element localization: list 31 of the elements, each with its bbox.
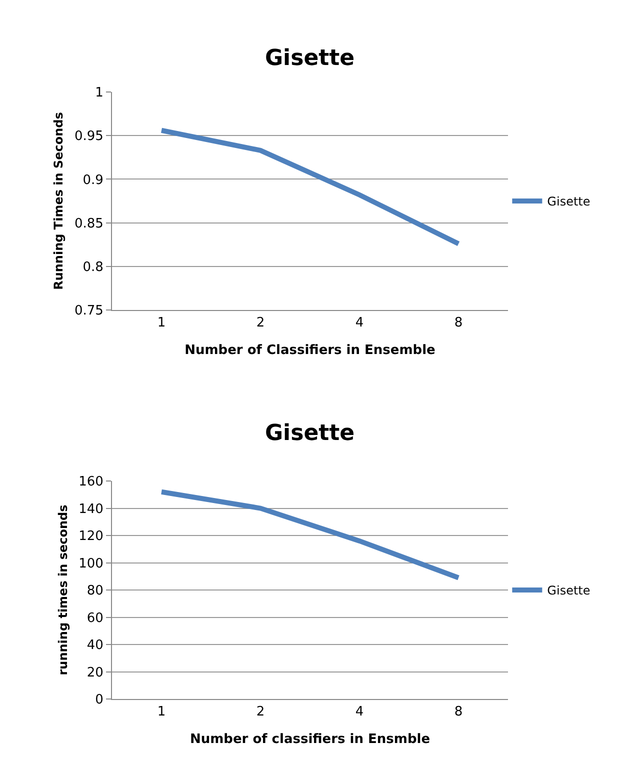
y-axis-title: running times in seconds	[56, 504, 70, 676]
y-tick-label: 0.75	[74, 304, 104, 319]
chart-title: Gisette	[265, 421, 355, 446]
x-tick-label: 4	[355, 316, 364, 331]
x-tick-label: 1	[157, 316, 166, 331]
y-tick-label: 100	[78, 556, 104, 572]
y-tick-label: 0.9	[82, 172, 104, 188]
y-tick-label: 0.8	[82, 260, 104, 275]
y-tick-label: 60	[86, 610, 104, 626]
x-axis-title: Number of Classifiers in Ensemble	[184, 343, 436, 358]
y-tick-label: 20	[86, 665, 104, 680]
x-tick-label: 2	[256, 316, 265, 331]
y-tick-label: 80	[86, 584, 104, 599]
y-tick-label: 0.95	[74, 129, 104, 144]
chart-title: Gisette	[265, 46, 355, 71]
y-tick-label: 160	[78, 474, 104, 490]
x-tick-label: 1	[157, 704, 166, 720]
y-tick-label: 1	[95, 86, 104, 101]
y-axis-title: Running Times in Seconds	[52, 112, 66, 290]
legend-label: Gisette	[547, 584, 590, 598]
x-axis-title: Number of classifiers in Ensmble	[190, 732, 430, 748]
x-tick-label: 8	[454, 316, 463, 331]
x-tick-label: 2	[256, 704, 265, 720]
x-tick-label: 4	[355, 704, 364, 720]
y-tick-label: 140	[78, 502, 104, 517]
legend-label: Gisette	[547, 194, 590, 209]
x-tick-label: 8	[454, 704, 463, 720]
y-tick-label: 0	[95, 692, 104, 708]
y-tick-label: 40	[86, 638, 104, 654]
y-tick-label: 0.85	[74, 216, 104, 232]
y-tick-label: 120	[78, 529, 104, 544]
